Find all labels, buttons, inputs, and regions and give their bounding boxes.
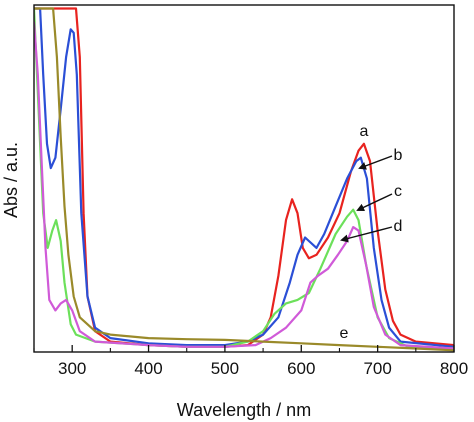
- annotation-layer: a b c d e: [340, 123, 403, 342]
- annotation-arrow-b: [358, 155, 393, 170]
- series-layer: [34, 7, 454, 352]
- series-line-a: [34, 7, 454, 348]
- series-line-b: [34, 7, 454, 348]
- plot-frame: [33, 4, 455, 353]
- annotation-label-a: a: [360, 123, 369, 140]
- annotation-arrow-d: [340, 226, 393, 243]
- x-axis-ticks: 300 400 500 600 700 800: [33, 345, 468, 378]
- x-tick-label: 500: [211, 359, 239, 378]
- annotation-arrow-c: [356, 193, 393, 212]
- x-tick-label: 400: [134, 359, 162, 378]
- y-axis-title: Abs / a.u.: [1, 142, 21, 218]
- x-tick-label: 600: [287, 359, 315, 378]
- x-tick-label: 300: [58, 359, 86, 378]
- annotation-label-d: d: [394, 218, 403, 235]
- annotation-label-e: e: [340, 325, 349, 342]
- annotation-label-b: b: [394, 147, 403, 164]
- series-line-d: [34, 21, 454, 350]
- x-axis-title: Wavelength / nm: [177, 400, 311, 420]
- x-tick-label: 700: [363, 359, 391, 378]
- series-line-c: [34, 7, 454, 350]
- x-tick-label: 800: [440, 359, 468, 378]
- annotation-label-c: c: [394, 183, 402, 200]
- series-line-e: [34, 7, 454, 352]
